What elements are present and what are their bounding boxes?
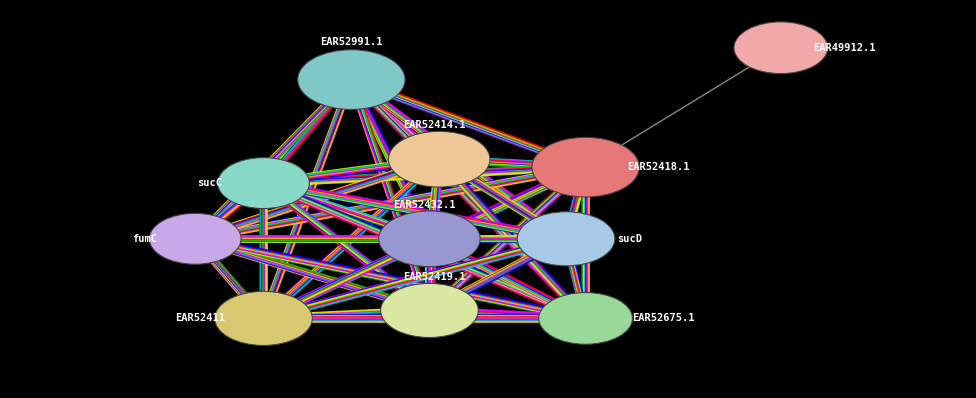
Text: EAR52411: EAR52411 bbox=[175, 313, 225, 324]
Ellipse shape bbox=[381, 283, 478, 338]
Ellipse shape bbox=[388, 131, 490, 187]
Ellipse shape bbox=[379, 211, 480, 267]
Text: EAR52419.1: EAR52419.1 bbox=[403, 271, 466, 282]
Ellipse shape bbox=[298, 50, 405, 109]
Text: EAR52418.1: EAR52418.1 bbox=[628, 162, 690, 172]
Ellipse shape bbox=[532, 137, 639, 197]
Ellipse shape bbox=[149, 213, 241, 264]
Text: EAR52432.1: EAR52432.1 bbox=[393, 200, 456, 210]
Text: fumC: fumC bbox=[132, 234, 157, 244]
Text: EAR52414.1: EAR52414.1 bbox=[403, 120, 466, 131]
Ellipse shape bbox=[218, 158, 309, 209]
Text: EAR52675.1: EAR52675.1 bbox=[632, 313, 695, 324]
Ellipse shape bbox=[215, 291, 312, 345]
Text: EAR49912.1: EAR49912.1 bbox=[813, 43, 875, 53]
Ellipse shape bbox=[517, 212, 615, 266]
Ellipse shape bbox=[734, 22, 828, 74]
Text: EAR52991.1: EAR52991.1 bbox=[320, 37, 383, 47]
Text: sucD: sucD bbox=[617, 234, 642, 244]
Text: sucC: sucC bbox=[197, 178, 223, 188]
Ellipse shape bbox=[539, 293, 632, 344]
